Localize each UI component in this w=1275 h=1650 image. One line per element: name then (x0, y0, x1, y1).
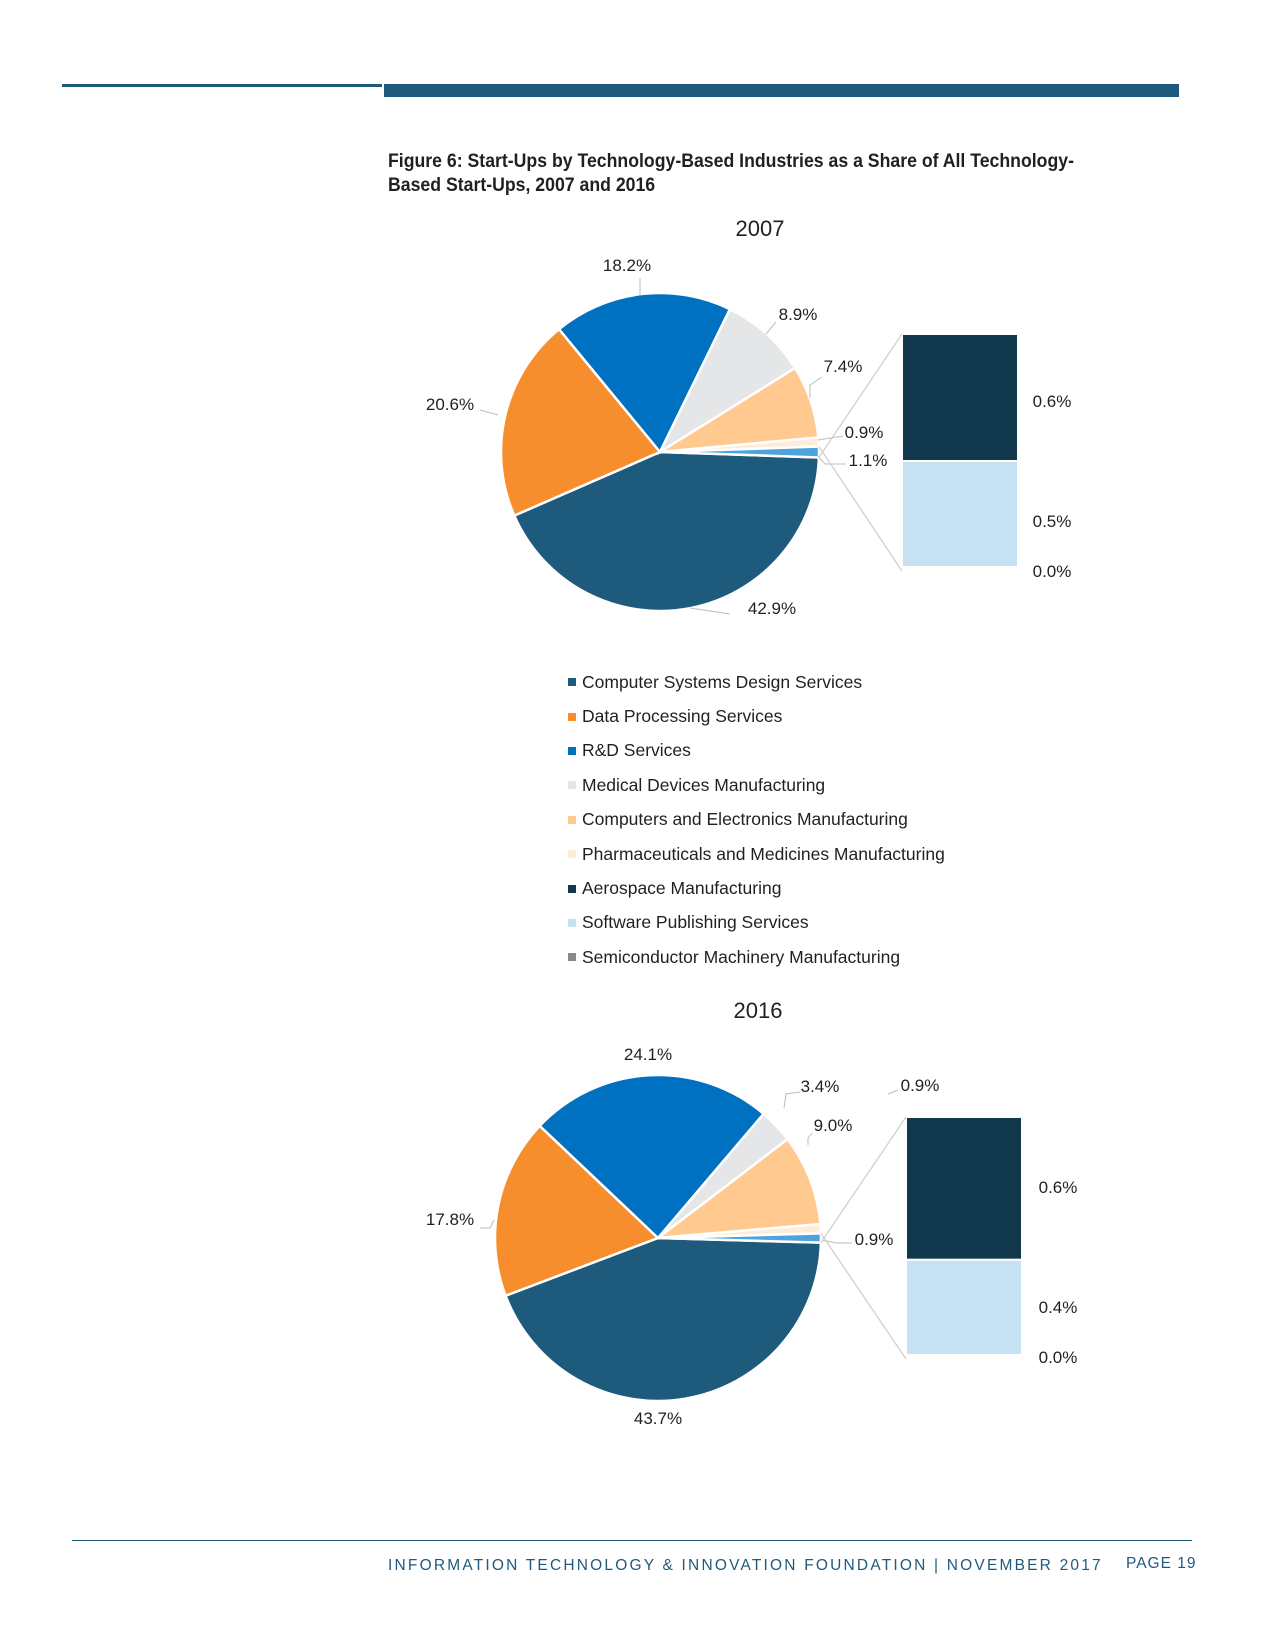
bar-label: 0.4% (1039, 1298, 1078, 1317)
header-rule-right (384, 84, 1179, 97)
slice-label: 0.9% (855, 1230, 894, 1249)
bar-label: 0.5% (1033, 512, 1072, 531)
page-number: PAGE 19 (1126, 1555, 1197, 1572)
connector-line (818, 446, 903, 572)
pie-slice (557, 291, 732, 455)
legend-swatch (568, 850, 576, 859)
pie-slice (653, 1137, 822, 1240)
slice-label: 17.8% (426, 1210, 474, 1229)
slice-label: 0.9% (845, 423, 884, 442)
slice-label: 1.1% (849, 451, 888, 470)
pie-slice (512, 450, 821, 613)
pie-slice (499, 327, 663, 518)
chart-legend: Computer Systems Design Services Data Pro… (568, 665, 945, 975)
slice-label: 20.6% (426, 395, 474, 414)
header-rule-left (62, 84, 382, 87)
legend-item: Data Processing Services (568, 699, 945, 733)
bar-segment (905, 1354, 1023, 1358)
connector-line (820, 1233, 907, 1360)
legend-swatch (568, 884, 576, 893)
legend-label: Software Publishing Services (582, 912, 809, 933)
pie-slice (656, 307, 797, 456)
pie-chart-2016: 2016 43.7% 17.8% 24.1% 3.4% 9.0% 0.9% 0.9% 0.6% 0… (426, 998, 1077, 1428)
leader-line (809, 376, 823, 398)
pie-slice (537, 1073, 766, 1240)
slice-label: 3.4% (801, 1077, 840, 1096)
pie-slice (493, 1124, 661, 1298)
legend-label: Pharmaceuticals and Medicines Manufactur… (582, 843, 945, 864)
connector-line (818, 333, 903, 458)
legend-label: R&D Services (582, 740, 691, 761)
pie-slice (503, 1236, 823, 1403)
leader-line (689, 607, 731, 615)
legend-label: Computer Systems Design Services (582, 671, 863, 692)
figure-title: Figure 6: Start-Ups by Technology-Based … (388, 151, 1074, 196)
bar-label: 0.0% (1033, 562, 1072, 581)
legend-swatch (568, 781, 576, 790)
footer-text: INFORMATION TECHNOLOGY & INNOVATION FOUN… (388, 1557, 1103, 1574)
slice-label: 0.9% (901, 1076, 940, 1095)
legend-swatch (568, 746, 576, 755)
footer-rule (72, 1540, 1192, 1541)
legend-swatch (568, 815, 576, 824)
leader-line (783, 1091, 801, 1109)
bar-segment (901, 566, 1019, 570)
slice-label: 42.9% (748, 599, 796, 618)
legend-item: Computers and Electronics Manufacturing (568, 803, 945, 837)
legend-item: R&D Services (568, 734, 945, 768)
leader-line (479, 409, 499, 416)
slice-label: 18.2% (603, 256, 651, 275)
legend-item: Medical Devices Manufacturing (568, 768, 945, 802)
bar-segment (905, 1116, 1023, 1261)
pie-chart-2007: 2007 42.9% 20.6% 18.2% 8.9% 7.4% 0.9% 1.1% 0.6% 0… (426, 216, 1071, 618)
bar-label: 0.6% (1033, 392, 1072, 411)
legend-label: Data Processing Services (582, 706, 783, 727)
leader-line (817, 455, 846, 465)
chart-title: 2016 (734, 998, 783, 1023)
bar-label: 0.6% (1039, 1178, 1078, 1197)
legend-item: Software Publishing Services (568, 906, 945, 940)
chart-title: 2007 (736, 216, 785, 241)
leader-line (807, 1132, 813, 1145)
legend-swatch (568, 918, 576, 927)
connector-line (820, 1116, 907, 1243)
legend-label: Semiconductor Machinery Manufacturing (582, 946, 901, 967)
leader-line (887, 1089, 899, 1095)
slice-label: 24.1% (624, 1045, 672, 1064)
legend-item: Pharmaceuticals and Medicines Manufactur… (568, 837, 945, 871)
legend-item: Semiconductor Machinery Manufacturing (568, 940, 945, 974)
slice-label: 9.0% (814, 1116, 853, 1135)
bar-label: 0.0% (1039, 1348, 1078, 1367)
slice-label: 8.9% (779, 305, 818, 324)
bar-segment (905, 1258, 1023, 1357)
legend-label: Medical Devices Manufacturing (582, 774, 826, 795)
legend-label: Computers and Electronics Manufacturing (582, 809, 908, 830)
legend-item: Aerospace Manufacturing (568, 871, 945, 905)
leader-line (480, 1219, 495, 1229)
bar-segment (901, 333, 1019, 463)
leader-line (765, 321, 777, 335)
slice-label: 43.7% (634, 1409, 682, 1428)
bar-segment (901, 460, 1019, 568)
slice-label: 7.4% (824, 357, 863, 376)
legend-swatch (568, 953, 576, 962)
legend-label: Aerospace Manufacturing (582, 878, 782, 899)
legend-swatch (568, 678, 576, 687)
leader-line (817, 435, 844, 441)
legend-item: Computer Systems Design Services (568, 665, 945, 699)
legend-swatch (568, 712, 576, 721)
